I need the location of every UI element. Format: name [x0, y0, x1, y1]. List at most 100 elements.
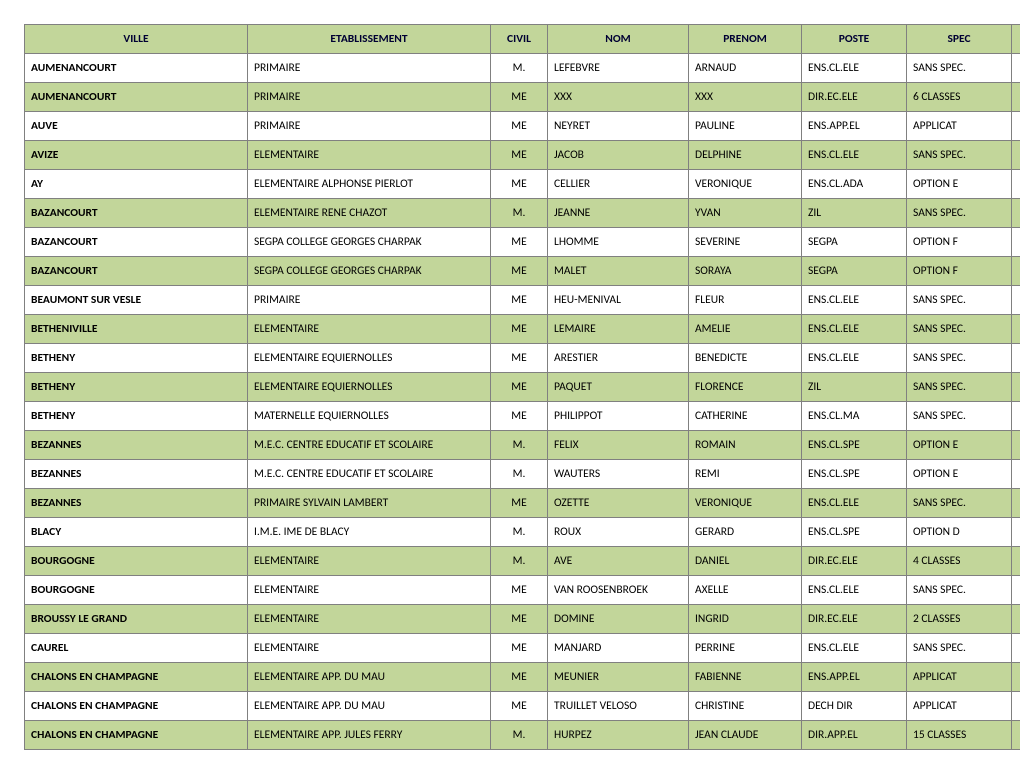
table-cell: 6 CLASSES — [907, 83, 1012, 112]
table-cell: ENS.CL.SPE — [802, 518, 907, 547]
table-cell: JEAN CLAUDE — [689, 721, 802, 750]
table-cell: BLACY — [25, 518, 248, 547]
table-cell: TD — [1012, 402, 1020, 431]
table-cell: VERONIQUE — [689, 489, 802, 518]
table-row: BLACYI.M.E. IME DE BLACYM.ROUXGERARDENS.… — [25, 518, 1020, 547]
table-cell: ZIL — [802, 373, 907, 402]
table-cell: BAZANCOURT — [25, 228, 248, 257]
table-cell: DIR.EC.ELE — [802, 83, 907, 112]
table-cell: ENS.APP.EL — [802, 112, 907, 141]
table-cell: ME — [491, 489, 548, 518]
table-cell: TD — [1012, 257, 1020, 286]
table-cell: TD — [1012, 228, 1020, 257]
table-cell: TP — [1012, 692, 1020, 721]
table-cell: ME — [491, 228, 548, 257]
table-cell: FLEUR — [689, 286, 802, 315]
table-cell: SANS SPEC. — [907, 315, 1012, 344]
table-cell: OPTION F — [907, 257, 1012, 286]
table-cell: ELEMENTAIRE RENE CHAZOT — [248, 199, 491, 228]
table-cell: SANS SPEC. — [907, 199, 1012, 228]
table-cell: FLORENCE — [689, 373, 802, 402]
column-header: NOM — [548, 25, 689, 54]
table-cell: BEZANNES — [25, 460, 248, 489]
column-header: VILLE — [25, 25, 248, 54]
table-cell: TD — [1012, 547, 1020, 576]
table-cell: TD — [1012, 663, 1020, 692]
table-cell: REMI — [689, 460, 802, 489]
table-cell: BETHENY — [25, 373, 248, 402]
table-cell: BAZANCOURT — [25, 199, 248, 228]
table-row: AUMENANCOURTPRIMAIREMEXXXXXXDIR.EC.ELE6 … — [25, 83, 1020, 112]
column-header: ETABLISSEMENT — [248, 25, 491, 54]
table-cell: ZIL — [802, 199, 907, 228]
table-row: AVIZEELEMENTAIREMEJACOBDELPHINEENS.CL.EL… — [25, 141, 1020, 170]
table-cell: M. — [491, 518, 548, 547]
table-cell: ENS.CL.ELE — [802, 315, 907, 344]
table-row: BEZANNESPRIMAIRE SYLVAIN LAMBERTMEOZETTE… — [25, 489, 1020, 518]
table-cell: WAUTERS — [548, 460, 689, 489]
table-cell: PERRINE — [689, 634, 802, 663]
table-cell: SANS SPEC. — [907, 634, 1012, 663]
column-header: CIVIL — [491, 25, 548, 54]
table-row: BEAUMONT SUR VESLEPRIMAIREMEHEU-MENIVALF… — [25, 286, 1020, 315]
table-cell: ME — [491, 373, 548, 402]
table-row: CHALONS EN CHAMPAGNEELEMENTAIRE APP. JUL… — [25, 721, 1020, 750]
table-cell: ELEMENTAIRE — [248, 576, 491, 605]
table-cell: ENS.CL.ELE — [802, 634, 907, 663]
table-cell: MATERNELLE EQUIERNOLLES — [248, 402, 491, 431]
table-cell: AVE — [548, 547, 689, 576]
table-cell: ELEMENTAIRE — [248, 605, 491, 634]
table-row: BAZANCOURTSEGPA COLLEGE GEORGES CHARPAKM… — [25, 257, 1020, 286]
table-cell: TD — [1012, 141, 1020, 170]
table-cell: ELEMENTAIRE APP. DU MAU — [248, 692, 491, 721]
table-cell: OPTION E — [907, 431, 1012, 460]
table-row: CHALONS EN CHAMPAGNEELEMENTAIRE APP. DU … — [25, 663, 1020, 692]
table-cell: TD — [1012, 83, 1020, 112]
column-header: NOM — [1012, 25, 1020, 54]
table-cell: AMELIE — [689, 315, 802, 344]
table-cell: OPTION E — [907, 170, 1012, 199]
table-row: BETHENYELEMENTAIRE EQUIERNOLLESMEARESTIE… — [25, 344, 1020, 373]
table-cell: MEUNIER — [548, 663, 689, 692]
table-cell: BEZANNES — [25, 431, 248, 460]
table-row: CHALONS EN CHAMPAGNEELEMENTAIRE APP. DU … — [25, 692, 1020, 721]
table-cell: GERARD — [689, 518, 802, 547]
table-row: BETHENYMATERNELLE EQUIERNOLLESMEPHILIPPO… — [25, 402, 1020, 431]
column-header: PRENOM — [689, 25, 802, 54]
staff-table: VILLEETABLISSEMENTCIVILNOMPRENOMPOSTESPE… — [24, 24, 1020, 750]
table-cell: OPTION D — [907, 518, 1012, 547]
table-cell: ME — [491, 576, 548, 605]
table-cell: XXX — [689, 83, 802, 112]
table-cell: CATHERINE — [689, 402, 802, 431]
table-cell: VERONIQUE — [689, 170, 802, 199]
table-cell: PHILIPPOT — [548, 402, 689, 431]
table-cell: XXX — [548, 83, 689, 112]
table-row: BEZANNESM.E.C. CENTRE EDUCATIF ET SCOLAI… — [25, 460, 1020, 489]
column-header: POSTE — [802, 25, 907, 54]
table-cell: ROUX — [548, 518, 689, 547]
table-row: AUMENANCOURTPRIMAIREM.LEFEBVREARNAUDENS.… — [25, 54, 1020, 83]
table-cell: TD — [1012, 199, 1020, 228]
table-cell: VAN ROOSENBROEK — [548, 576, 689, 605]
table-cell: I.M.E. IME DE BLACY — [248, 518, 491, 547]
table-cell: ELEMENTAIRE — [248, 315, 491, 344]
table-cell: ME — [491, 112, 548, 141]
table-cell: BETHENY — [25, 402, 248, 431]
table-row: BROUSSY LE GRANDELEMENTAIREMEDOMINEINGRI… — [25, 605, 1020, 634]
table-cell: AUVE — [25, 112, 248, 141]
table-cell: LEMAIRE — [548, 315, 689, 344]
table-cell: TD — [1012, 170, 1020, 199]
table-cell: PAULINE — [689, 112, 802, 141]
table-cell: DIR.EC.ELE — [802, 547, 907, 576]
table-cell: ENS.CL.ADA — [802, 170, 907, 199]
table-cell: ARESTIER — [548, 344, 689, 373]
table-cell: LHOMME — [548, 228, 689, 257]
table-cell: CHRISTINE — [689, 692, 802, 721]
table-cell: ME — [491, 692, 548, 721]
table-cell: ENS.CL.ELE — [802, 141, 907, 170]
table-cell: AUMENANCOURT — [25, 54, 248, 83]
table-cell: PRIMAIRE — [248, 54, 491, 83]
table-body: AUMENANCOURTPRIMAIREM.LEFEBVREARNAUDENS.… — [25, 54, 1020, 750]
table-cell: ENS.APP.EL — [802, 663, 907, 692]
table-cell: SEGPA COLLEGE GEORGES CHARPAK — [248, 257, 491, 286]
